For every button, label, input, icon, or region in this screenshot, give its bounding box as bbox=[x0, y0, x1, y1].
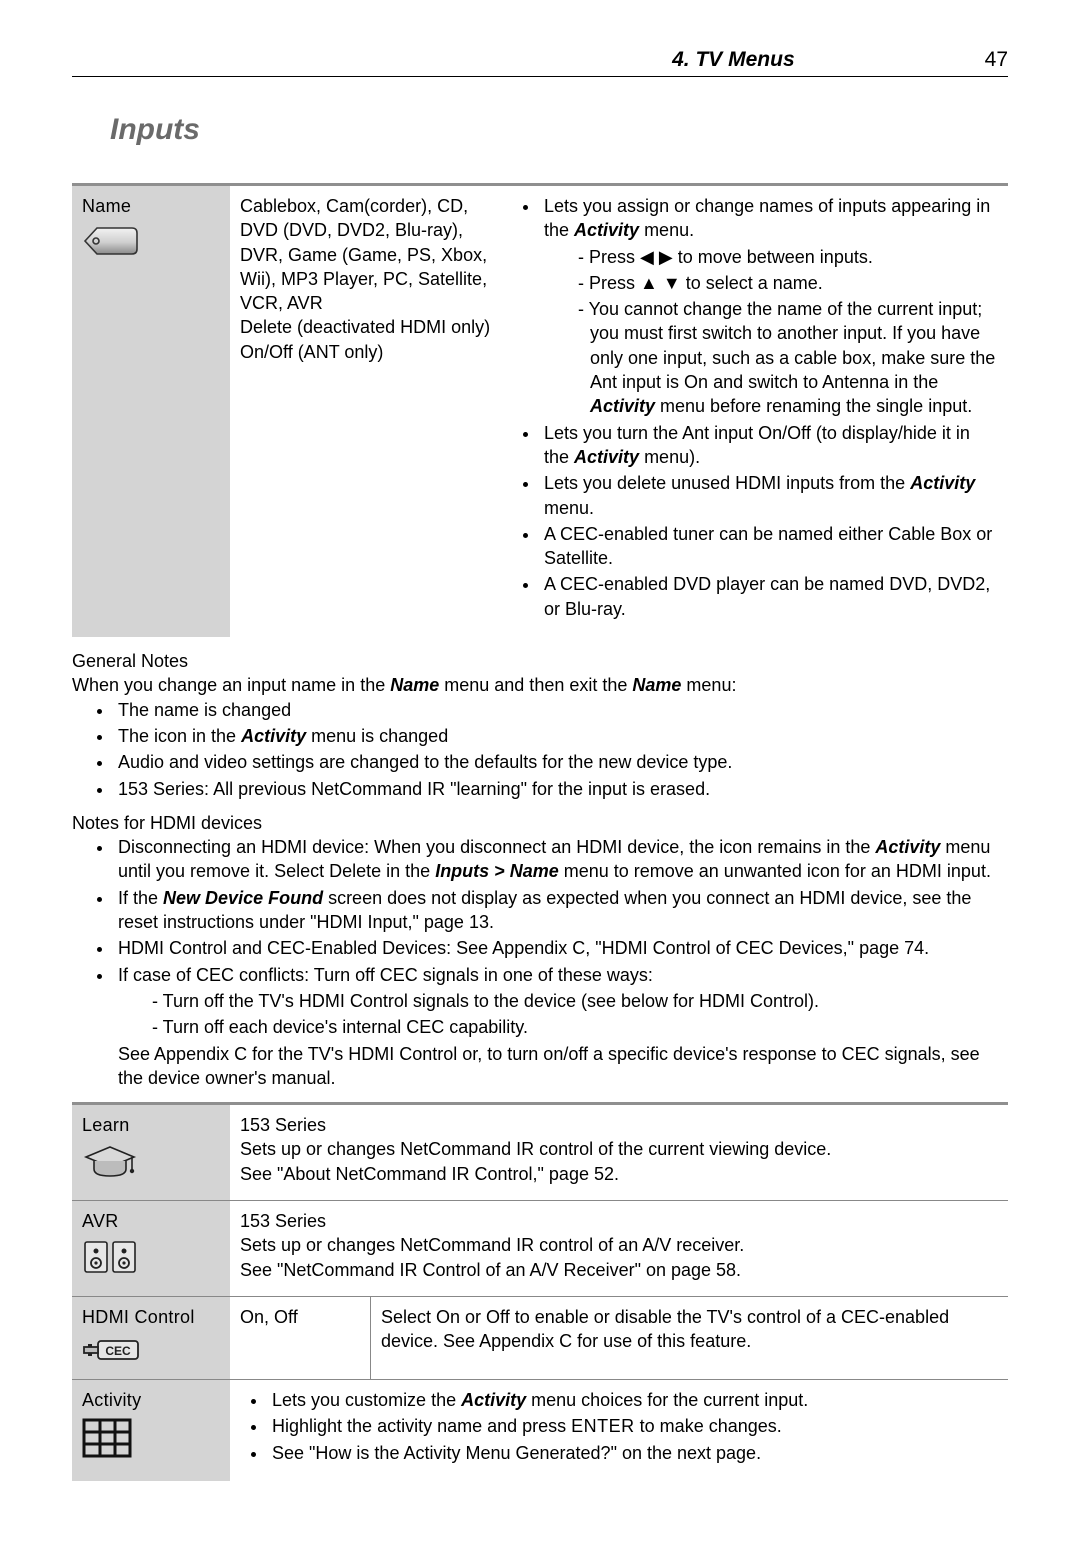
page: 4. TV Menus 47 Inputs Name bbox=[0, 0, 1080, 1541]
section-title: Inputs bbox=[110, 113, 1008, 147]
act-b3: See "How is the Activity Menu Generated?… bbox=[268, 1441, 998, 1465]
hdmi-opts: On, Off bbox=[230, 1296, 371, 1379]
general-notes: General Notes When you change an input n… bbox=[72, 649, 1008, 1090]
general-notes-heading: General Notes bbox=[72, 649, 1008, 673]
act-b1: Lets you customize the Activity menu cho… bbox=[268, 1388, 998, 1412]
activity-label: Activity bbox=[82, 1388, 220, 1412]
gn-b4: 153 Series: All previous NetCommand IR "… bbox=[114, 777, 1008, 801]
name-desc-d3: You cannot change the name of the curren… bbox=[562, 297, 998, 418]
name-label-cell: Name bbox=[72, 186, 230, 637]
hdmi-label-cell: HDMI Control CEC bbox=[72, 1296, 230, 1379]
learn-label-cell: Learn bbox=[72, 1105, 230, 1200]
table-row-activity: Activity Lets you customize the Activity… bbox=[72, 1380, 1008, 1481]
table-row-name: Name bbox=[72, 186, 1008, 637]
avr-desc: 153 Series Sets up or changes NetCommand… bbox=[230, 1200, 1008, 1296]
gn-b1: The name is changed bbox=[114, 698, 1008, 722]
page-header: 4. TV Menus 47 bbox=[72, 48, 1008, 77]
name-desc-d1: Press ◀ ▶ to move between inputs. bbox=[562, 245, 998, 269]
name-desc-li3: Lets you delete unused HDMI inputs from … bbox=[540, 471, 998, 520]
learn-label: Learn bbox=[82, 1113, 220, 1137]
general-notes-intro: When you change an input name in the Nam… bbox=[72, 673, 1008, 697]
hdmi-notes-heading: Notes for HDMI devices bbox=[72, 811, 1008, 835]
name-opt-line1: Cablebox, Cam(corder), CD, DVD (DVD, DVD… bbox=[240, 194, 500, 315]
table-row-learn: Learn 153 Series Sets up or changes NetC… bbox=[72, 1105, 1008, 1200]
inputs-table-1: Name bbox=[72, 186, 1008, 637]
name-desc-li4: A CEC-enabled tuner can be named either … bbox=[540, 522, 998, 571]
hn-b2: If the New Device Found screen does not … bbox=[114, 886, 1008, 935]
inputs-table-2: Learn 153 Series Sets up or changes NetC… bbox=[72, 1105, 1008, 1481]
name-opt-line3: On/Off (ANT only) bbox=[240, 340, 500, 364]
name-label: Name bbox=[82, 194, 220, 218]
hdmi-desc: Select On or Off to enable or disable th… bbox=[371, 1296, 1009, 1379]
hn-d1: Turn off the TV's HDMI Control signals t… bbox=[136, 989, 1008, 1013]
cec-plug-icon: CEC bbox=[82, 1335, 220, 1365]
hdmi-label: HDMI Control bbox=[82, 1305, 220, 1329]
avr-label: AVR bbox=[82, 1209, 220, 1233]
header-page-number: 47 bbox=[985, 48, 1008, 72]
name-desc-li2: Lets you turn the Ant input On/Off (to d… bbox=[540, 421, 998, 470]
avr-l3: See "NetCommand IR Control of an A/V Rec… bbox=[240, 1258, 998, 1282]
tag-icon bbox=[82, 224, 220, 258]
learn-l3: See "About NetCommand IR Control," page … bbox=[240, 1162, 998, 1186]
learn-l1: 153 Series bbox=[240, 1113, 998, 1137]
hn-tail: See Appendix C for the TV's HDMI Control… bbox=[118, 1042, 1008, 1091]
avr-l2: Sets up or changes NetCommand IR control… bbox=[240, 1233, 998, 1257]
name-desc-li5: A CEC-enabled DVD player can be named DV… bbox=[540, 572, 998, 621]
act-b2: Highlight the activity name and press EN… bbox=[268, 1414, 998, 1438]
hn-d2: Turn off each device's internal CEC capa… bbox=[136, 1015, 1008, 1039]
hn-b4: If case of CEC conflicts: Turn off CEC s… bbox=[114, 963, 1008, 1090]
avr-l1: 153 Series bbox=[240, 1209, 998, 1233]
svg-text:CEC: CEC bbox=[105, 1344, 131, 1358]
grad-cap-icon bbox=[82, 1143, 220, 1181]
name-desc-li1: Lets you assign or change names of input… bbox=[540, 194, 998, 419]
gn-b3: Audio and video settings are changed to … bbox=[114, 750, 1008, 774]
speakers-icon bbox=[82, 1239, 220, 1275]
grid-icon bbox=[82, 1418, 220, 1458]
avr-label-cell: AVR bbox=[72, 1200, 230, 1296]
hn-b3: HDMI Control and CEC-Enabled Devices: Se… bbox=[114, 936, 1008, 960]
name-options: Cablebox, Cam(corder), CD, DVD (DVD, DVD… bbox=[230, 186, 510, 637]
activity-desc: Lets you customize the Activity menu cho… bbox=[230, 1380, 1008, 1481]
table-row-hdmi: HDMI Control CEC On, Off Select On or Of… bbox=[72, 1296, 1008, 1379]
name-desc-d2: Press ▲ ▼ to select a name. bbox=[562, 271, 998, 295]
learn-desc: 153 Series Sets up or changes NetCommand… bbox=[230, 1105, 1008, 1200]
hn-b1: Disconnecting an HDMI device: When you d… bbox=[114, 835, 1008, 884]
header-chapter-title: 4. TV Menus bbox=[672, 48, 795, 72]
activity-label-cell: Activity bbox=[72, 1380, 230, 1481]
gn-b2: The icon in the Activity menu is changed bbox=[114, 724, 1008, 748]
name-description: Lets you assign or change names of input… bbox=[510, 186, 1008, 637]
learn-l2: Sets up or changes NetCommand IR control… bbox=[240, 1137, 998, 1161]
name-opt-line2: Delete (deactivated HDMI only) bbox=[240, 315, 500, 339]
table-row-avr: AVR 153 Series Sets up or bbox=[72, 1200, 1008, 1296]
